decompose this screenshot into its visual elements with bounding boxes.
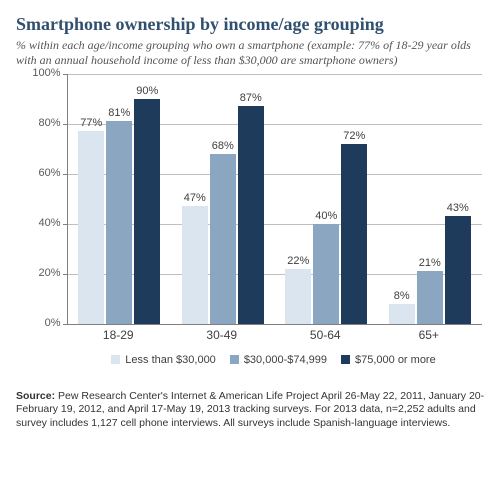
category-label: 18-29 — [67, 328, 171, 342]
bar: 21% — [417, 271, 443, 324]
y-tick — [63, 174, 68, 175]
legend-item: Less than $30,000 — [111, 354, 216, 366]
legend-item: $75,000 or more — [341, 354, 436, 366]
category-label: 50-64 — [274, 328, 378, 342]
category-label: 65+ — [377, 328, 481, 342]
y-tick — [63, 324, 68, 325]
bar-value-label: 40% — [313, 210, 339, 222]
source-text: Pew Research Center's Internet & America… — [16, 390, 484, 429]
bar-value-label: 68% — [210, 140, 236, 152]
bar-group: 47%68%87% — [182, 74, 264, 324]
y-tick — [63, 224, 68, 225]
legend-label: $75,000 or more — [355, 354, 436, 366]
bar-group: 22%40%72% — [285, 74, 367, 324]
y-tick — [63, 124, 68, 125]
bar: 68% — [210, 154, 236, 324]
y-tick-label: 40% — [21, 217, 61, 229]
y-tick — [63, 74, 68, 75]
bar-value-label: 90% — [134, 85, 160, 97]
bar-group: 8%21%43% — [389, 74, 471, 324]
legend: Less than $30,000 $30,000-$74,999 $75,000 … — [67, 354, 481, 366]
bar: 47% — [182, 206, 208, 324]
category-label: 30-49 — [170, 328, 274, 342]
y-tick — [63, 274, 68, 275]
bar-value-label: 81% — [106, 107, 132, 119]
bar-value-label: 43% — [445, 202, 471, 214]
plot-area: 77%81%90%47%68%87%22%40%72%8%21%43% — [67, 74, 482, 325]
bar: 8% — [389, 304, 415, 324]
source-label: Source: — [16, 390, 55, 402]
chart-subtitle: % within each age/income grouping who ow… — [16, 38, 485, 68]
bar: 22% — [285, 269, 311, 324]
bar: 81% — [106, 121, 132, 324]
legend-swatch — [230, 355, 239, 364]
source-note: Source: Pew Research Center's Internet &… — [16, 390, 485, 431]
y-tick-label: 20% — [21, 267, 61, 279]
bar-value-label: 72% — [341, 130, 367, 142]
bar: 43% — [445, 216, 471, 324]
legend-swatch — [111, 355, 120, 364]
legend-label: Less than $30,000 — [125, 354, 216, 366]
bar-value-label: 22% — [285, 255, 311, 267]
bar-value-label: 8% — [389, 290, 415, 302]
legend-item: $30,000-$74,999 — [230, 354, 327, 366]
bar-value-label: 21% — [417, 257, 443, 269]
chart-card: Smartphone ownership by income/age group… — [0, 0, 501, 502]
y-tick-label: 80% — [21, 117, 61, 129]
y-tick-label: 60% — [21, 167, 61, 179]
bar: 40% — [313, 224, 339, 324]
bar-group: 77%81%90% — [78, 74, 160, 324]
y-tick-label: 100% — [21, 67, 61, 79]
bar-value-label: 47% — [182, 192, 208, 204]
bar-value-label: 87% — [238, 92, 264, 104]
chart-title: Smartphone ownership by income/age group… — [16, 14, 485, 36]
bar: 87% — [238, 106, 264, 324]
bar-value-label: 77% — [78, 117, 104, 129]
bar: 90% — [134, 99, 160, 324]
y-tick-label: 0% — [21, 317, 61, 329]
bar: 72% — [341, 144, 367, 324]
bar: 77% — [78, 131, 104, 324]
legend-swatch — [341, 355, 350, 364]
legend-label: $30,000-$74,999 — [244, 354, 327, 366]
chart-area: 77%81%90%47%68%87%22%40%72%8%21%43% Less… — [21, 74, 481, 384]
